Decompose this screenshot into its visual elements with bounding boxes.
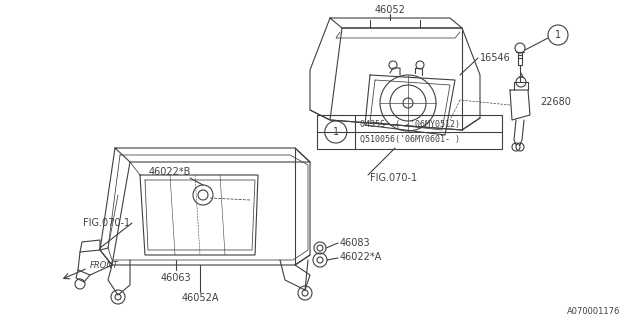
- Text: FRONT: FRONT: [90, 261, 119, 270]
- Text: 46052: 46052: [374, 5, 405, 15]
- Text: 46022*B: 46022*B: [149, 167, 191, 177]
- Text: A070001176: A070001176: [566, 308, 620, 316]
- Text: 1: 1: [333, 127, 339, 137]
- Text: 22680: 22680: [540, 97, 571, 107]
- Text: 46083: 46083: [340, 238, 371, 248]
- Text: Q510056('06MY0601- ): Q510056('06MY0601- ): [360, 135, 460, 144]
- Text: 46063: 46063: [161, 273, 191, 283]
- Text: 46052A: 46052A: [181, 293, 219, 303]
- Text: 1: 1: [555, 30, 561, 40]
- Text: 16546: 16546: [480, 53, 511, 63]
- Text: FIG.070-1: FIG.070-1: [83, 218, 130, 228]
- Text: FIG.070-1: FIG.070-1: [370, 173, 417, 183]
- Text: 0435S  ( -'06MY0512): 0435S ( -'06MY0512): [360, 120, 460, 129]
- Text: 46022*A: 46022*A: [340, 252, 382, 262]
